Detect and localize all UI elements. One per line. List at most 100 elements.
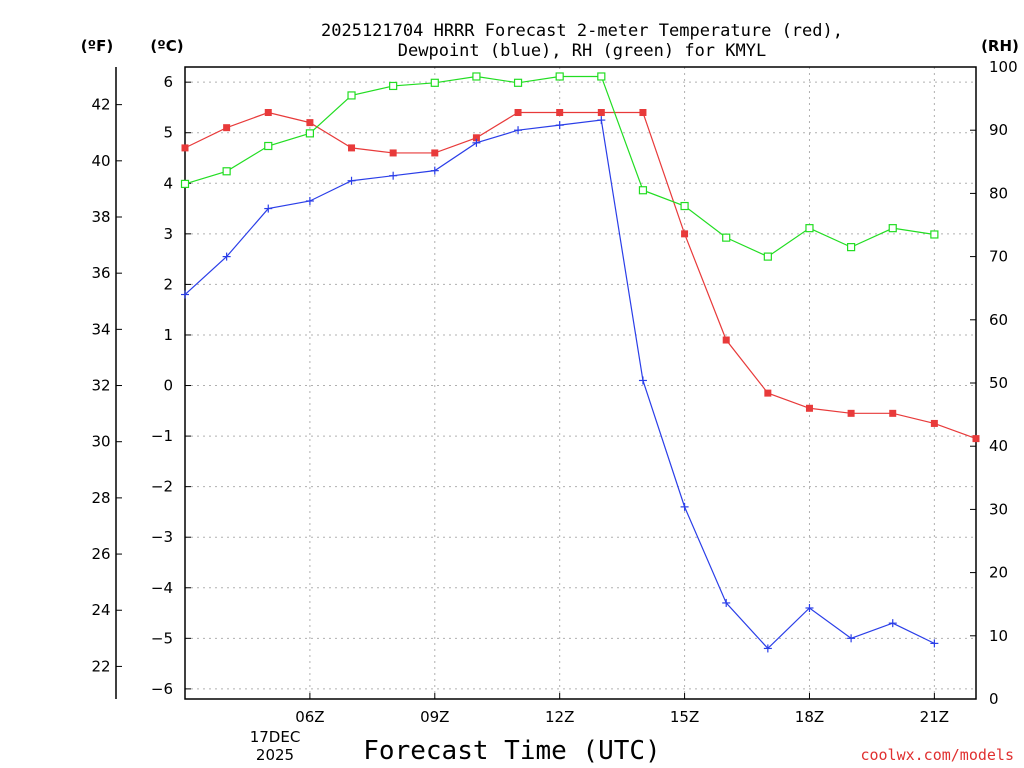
temperature-point bbox=[431, 149, 439, 157]
chart-title-line2: Dewpoint (blue), RH (green) for KMYL bbox=[398, 41, 766, 61]
fahrenheit-tick-label: 36 bbox=[91, 264, 110, 282]
temperature-point bbox=[930, 419, 938, 427]
rh-tick-label: 20 bbox=[989, 564, 1008, 582]
x-tick-label: 12Z bbox=[545, 708, 574, 726]
rh-axis-label: (RH) bbox=[981, 37, 1019, 55]
temperature-point bbox=[514, 109, 522, 117]
date-label-day: 17DEC bbox=[250, 728, 301, 746]
rh-tick-label: 30 bbox=[989, 500, 1008, 518]
dewpoint-point bbox=[680, 502, 689, 511]
temperature-point bbox=[597, 109, 605, 117]
data-series bbox=[180, 72, 980, 653]
relative-humidity-point bbox=[305, 129, 314, 138]
temperature-point bbox=[639, 109, 647, 117]
temperature-point bbox=[681, 230, 689, 238]
dewpoint-point bbox=[930, 639, 939, 648]
relative-humidity-point bbox=[472, 72, 481, 81]
relative-humidity-series bbox=[180, 72, 939, 261]
fahrenheit-tick-label: 24 bbox=[91, 601, 110, 619]
fahrenheit-tick-label: 22 bbox=[91, 657, 110, 675]
dewpoint-point bbox=[597, 116, 606, 125]
temperature-point bbox=[972, 435, 980, 443]
x-axis-title: Forecast Time (UTC) bbox=[363, 736, 660, 766]
relative-humidity-point bbox=[180, 179, 190, 189]
celsius-tick-label: 1 bbox=[163, 326, 173, 344]
dewpoint-point bbox=[763, 644, 772, 653]
celsius-tick-label: 6 bbox=[163, 73, 173, 91]
rh-tick-label: 70 bbox=[989, 248, 1008, 266]
fahrenheit-tick-label: 38 bbox=[91, 208, 110, 226]
dewpoint-point bbox=[514, 126, 523, 135]
fahrenheit-tick-label: 32 bbox=[91, 377, 110, 395]
date-label-year: 2025 bbox=[256, 746, 294, 764]
relative-humidity-point bbox=[264, 141, 273, 151]
temperature-series bbox=[181, 109, 980, 443]
plot-area-frame bbox=[184, 66, 977, 700]
celsius-tick-label: −3 bbox=[151, 528, 173, 546]
rh-tick-label: 50 bbox=[989, 374, 1008, 392]
fahrenheit-axis-label: (ºF) bbox=[81, 37, 113, 55]
relative-humidity-point bbox=[555, 72, 564, 81]
dewpoint-point bbox=[472, 138, 481, 147]
fahrenheit-tick-label: 42 bbox=[91, 96, 110, 114]
relative-humidity-point bbox=[389, 81, 398, 91]
temperature-point bbox=[223, 124, 231, 132]
dewpoint-point bbox=[722, 598, 731, 607]
relative-humidity-point bbox=[847, 243, 856, 252]
fahrenheit-tick-label: 28 bbox=[91, 489, 110, 507]
celsius-tick-label: 2 bbox=[163, 275, 173, 293]
dewpoint-point bbox=[347, 176, 356, 185]
temperature-point bbox=[264, 109, 272, 117]
temperature-point bbox=[556, 109, 564, 117]
credit-link[interactable]: coolwx.com/models bbox=[860, 746, 1014, 764]
celsius-tick-label: 4 bbox=[163, 174, 173, 192]
dewpoint-point bbox=[638, 376, 647, 385]
dewpoint-point bbox=[222, 252, 231, 261]
rh-tick-label: 60 bbox=[989, 311, 1008, 329]
fahrenheit-tick-label: 34 bbox=[91, 320, 110, 338]
temperature-line bbox=[184, 111, 977, 440]
rh-tick-label: 90 bbox=[989, 121, 1008, 139]
x-tick-label: 15Z bbox=[670, 708, 699, 726]
celsius-tick-label: −2 bbox=[151, 478, 173, 496]
x-tick-label: 06Z bbox=[295, 708, 324, 726]
celsius-tick-label: −5 bbox=[151, 629, 173, 647]
celsius-tick-label: 3 bbox=[163, 225, 173, 243]
x-tick-label: 18Z bbox=[795, 708, 824, 726]
dewpoint-point bbox=[847, 634, 856, 643]
temperature-point bbox=[348, 144, 356, 152]
temperature-point bbox=[805, 404, 813, 412]
relative-humidity-point bbox=[722, 233, 731, 242]
relative-humidity-point bbox=[222, 167, 231, 176]
temperature-point bbox=[181, 144, 189, 152]
rh-tick-label: 40 bbox=[989, 437, 1008, 455]
rh-tick-label: 100 bbox=[989, 58, 1018, 76]
relative-humidity-point bbox=[430, 78, 439, 87]
dewpoint-point bbox=[181, 290, 189, 299]
dewpoint-point bbox=[430, 166, 439, 175]
relative-humidity-point bbox=[680, 201, 689, 211]
celsius-tick-label: 5 bbox=[163, 124, 173, 142]
dewpoint-point bbox=[264, 204, 273, 213]
temperature-point bbox=[889, 409, 897, 417]
relative-humidity-point bbox=[638, 186, 648, 195]
fahrenheit-tick-label: 40 bbox=[91, 152, 110, 170]
x-tick-label: 21Z bbox=[920, 708, 949, 726]
relative-humidity-point bbox=[888, 224, 897, 233]
rh-tick-label: 0 bbox=[989, 690, 999, 708]
rh-tick-label: 80 bbox=[989, 184, 1008, 202]
dewpoint-point bbox=[805, 603, 814, 612]
relative-humidity-point bbox=[597, 72, 606, 81]
relative-humidity-point bbox=[347, 91, 356, 100]
relative-humidity-point bbox=[513, 78, 523, 87]
celsius-tick-label: 0 bbox=[163, 377, 173, 395]
temperature-point bbox=[472, 134, 480, 142]
celsius-tick-label: −4 bbox=[151, 579, 173, 597]
grid-lines bbox=[185, 67, 976, 699]
dewpoint-point bbox=[305, 196, 314, 205]
temperature-point bbox=[306, 119, 314, 127]
fahrenheit-tick-label: 30 bbox=[91, 433, 110, 451]
fahrenheit-tick-label: 26 bbox=[91, 545, 110, 563]
